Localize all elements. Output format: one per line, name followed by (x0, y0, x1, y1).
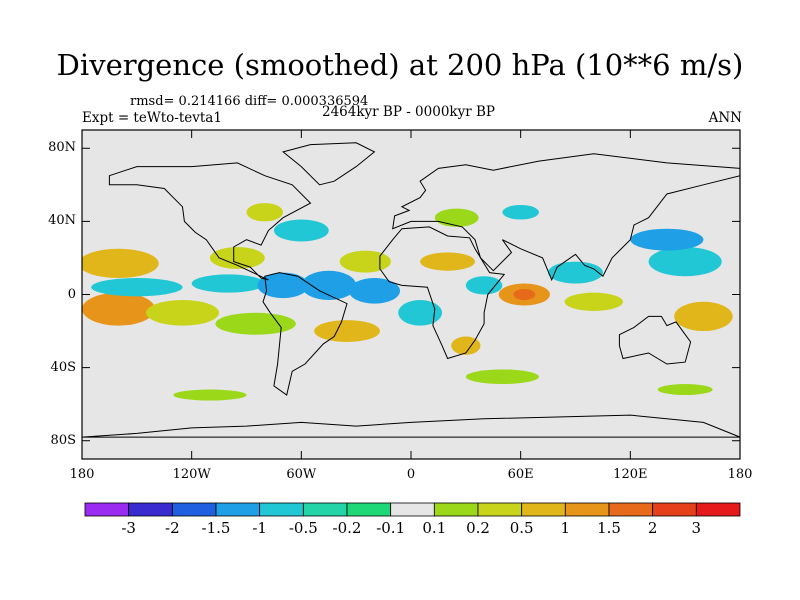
x-tick-label: 120W (172, 467, 211, 482)
x-tick-label: 180 (69, 467, 95, 482)
anomaly-region (513, 289, 536, 300)
colorbar-swatch (302, 502, 348, 517)
period-label: 2464kyr BP - 0000kyr BP (322, 104, 495, 120)
anomaly-region (191, 274, 265, 293)
anomaly-region (434, 208, 479, 227)
anomaly-region (398, 299, 443, 326)
colorbar-label: 1 (560, 519, 571, 537)
x-tick-label: 180 (727, 467, 753, 482)
y-tick-label: 80S (50, 432, 76, 448)
map-background (82, 130, 740, 459)
coastline-greenland (282, 142, 376, 186)
anomaly-region (674, 301, 733, 332)
x-tick-label: 60W (286, 467, 317, 482)
x-tick-label: 60E (507, 467, 534, 482)
anomaly-region (91, 278, 183, 297)
figure-title: Divergence (smoothed) at 200 hPa (10**6 … (56, 48, 744, 82)
coastline-africa (379, 226, 506, 360)
y-tick-label: 40N (48, 213, 76, 229)
anomaly-region (648, 246, 722, 277)
coastline-north-america (108, 162, 312, 281)
colorbar-swatch (84, 502, 130, 517)
anomaly-region (630, 228, 704, 251)
colorbar-swatch (521, 502, 566, 517)
colorbar-label: -0.5 (288, 519, 318, 537)
anomaly-region (420, 252, 475, 271)
colorbar-swatch (477, 502, 523, 517)
colorbar-label: 0.2 (466, 519, 490, 537)
coastline-australia (618, 315, 692, 365)
colorbar-label: -2 (165, 519, 180, 537)
experiment-label: Expt = teWto-tevta1 (82, 110, 222, 126)
season-label: ANN (708, 110, 742, 126)
colorbar-swatch (652, 502, 697, 517)
colorbar-label: 2 (647, 519, 658, 537)
anomaly-region (215, 312, 296, 335)
anomaly-region (465, 276, 503, 295)
anomaly-region (451, 336, 481, 355)
anomaly-region (173, 389, 247, 401)
y-tick-label: 40S (50, 359, 76, 375)
colorbar-swatch (608, 502, 654, 517)
stats-line: rmsd= 0.214166 diff= 0.000336594 (130, 94, 369, 109)
map-frame (81, 129, 741, 460)
anomaly-region (502, 204, 539, 220)
anomaly-region (257, 272, 309, 299)
colorbar-swatch (259, 502, 304, 517)
anomaly-region (564, 292, 624, 311)
anomaly-region (314, 320, 380, 343)
anomaly-region (246, 203, 284, 222)
colorbar-swatch (433, 502, 479, 517)
colorbar-label: 0.5 (509, 519, 534, 537)
divergence-anomaly-layer (82, 203, 733, 401)
anomaly-region (209, 246, 265, 269)
colorbar-label: -1.5 (201, 519, 231, 537)
anomaly-region (145, 299, 220, 326)
colorbar-label: 1.5 (597, 519, 621, 537)
coastline-antarctica (82, 414, 740, 438)
coastline-eurasia (392, 153, 740, 282)
anomaly-region (82, 292, 156, 326)
anomaly-region (548, 261, 603, 284)
colorbar-swatch (695, 502, 741, 517)
y-tick-label: 0 (67, 286, 76, 302)
x-tick-label: 120E (613, 467, 648, 482)
anomaly-region (465, 369, 539, 385)
anomaly-region (657, 384, 713, 396)
colorbar-label: 0.1 (422, 519, 447, 537)
colorbar-swatch (390, 502, 435, 517)
colorbar-swatch (215, 502, 261, 517)
anomaly-region (273, 219, 329, 242)
y-tick-label: 80N (48, 140, 76, 156)
anomaly-region (301, 270, 357, 300)
colorbar-swatch (171, 502, 217, 517)
x-tick-label: 0 (406, 467, 416, 482)
colorbar-swatch (128, 502, 173, 517)
anomaly-region (339, 250, 391, 273)
map-panel (81, 129, 741, 460)
colorbar-swatch (346, 502, 392, 517)
colorbar-label: 3 (691, 519, 702, 537)
coastline-south-america (262, 272, 348, 396)
anomaly-region (82, 248, 159, 279)
anomaly-region (348, 278, 401, 304)
colorbar-label: -0.1 (376, 519, 406, 537)
colorbar-label: -0.2 (332, 519, 362, 537)
colorbar (84, 502, 741, 517)
colorbar-label: -1 (252, 519, 267, 537)
colorbar-label: -3 (121, 519, 136, 537)
colorbar-swatch (564, 502, 610, 517)
coastline-layer (82, 142, 740, 438)
